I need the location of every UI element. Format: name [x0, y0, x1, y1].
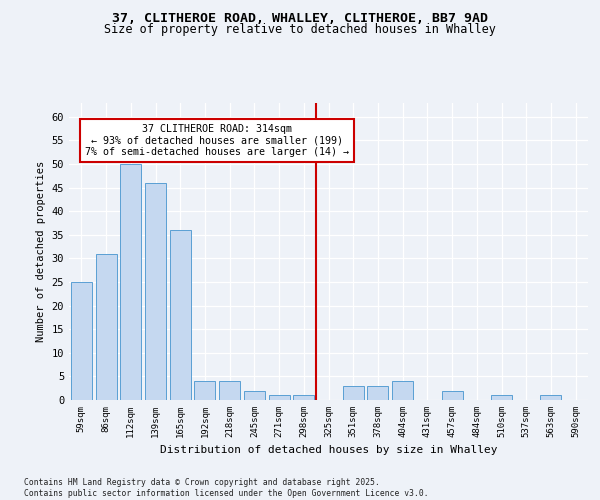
- Bar: [491, 396, 512, 400]
- Bar: [442, 390, 463, 400]
- Bar: [367, 386, 388, 400]
- Text: Contains HM Land Registry data © Crown copyright and database right 2025.
Contai: Contains HM Land Registry data © Crown c…: [24, 478, 428, 498]
- Text: 37, CLITHEROE ROAD, WHALLEY, CLITHEROE, BB7 9AD: 37, CLITHEROE ROAD, WHALLEY, CLITHEROE, …: [112, 12, 488, 26]
- Text: Size of property relative to detached houses in Whalley: Size of property relative to detached ho…: [104, 24, 496, 36]
- Bar: [170, 230, 191, 400]
- Bar: [145, 183, 166, 400]
- Bar: [95, 254, 116, 400]
- Bar: [244, 390, 265, 400]
- Bar: [219, 381, 240, 400]
- Bar: [541, 396, 562, 400]
- Bar: [343, 386, 364, 400]
- Bar: [269, 396, 290, 400]
- Y-axis label: Number of detached properties: Number of detached properties: [36, 160, 46, 342]
- Bar: [392, 381, 413, 400]
- Bar: [293, 396, 314, 400]
- Bar: [120, 164, 141, 400]
- Bar: [194, 381, 215, 400]
- Text: 37 CLITHEROE ROAD: 314sqm
← 93% of detached houses are smaller (199)
7% of semi-: 37 CLITHEROE ROAD: 314sqm ← 93% of detac…: [85, 124, 349, 157]
- X-axis label: Distribution of detached houses by size in Whalley: Distribution of detached houses by size …: [160, 446, 497, 456]
- Bar: [71, 282, 92, 400]
